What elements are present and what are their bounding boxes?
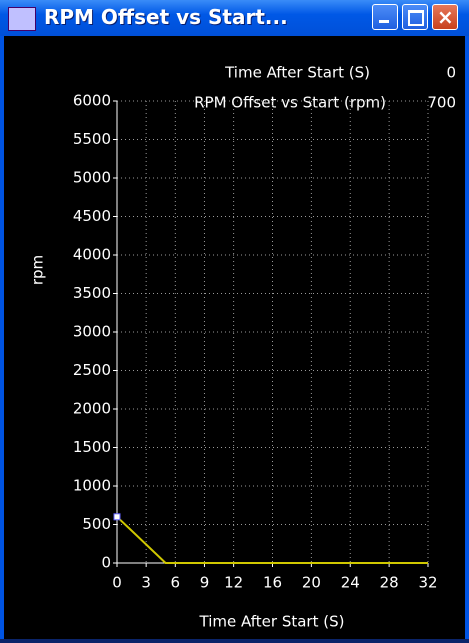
y-tick-label: 1500 xyxy=(73,438,111,456)
x-tick-label: 12 xyxy=(224,574,243,592)
content: Time After Start (S) 0 RPM Offset vs Sta… xyxy=(4,36,465,639)
data-line xyxy=(116,516,428,564)
y-tick-label: 2500 xyxy=(73,361,111,379)
minimize-button[interactable] xyxy=(372,4,398,30)
close-button[interactable]: × xyxy=(432,4,458,30)
readout-value: 700 xyxy=(427,94,456,112)
y-tick-label: 4000 xyxy=(73,246,111,264)
x-tick-label: 6 xyxy=(171,574,181,592)
y-axis-label: rpm xyxy=(29,255,47,285)
window-title: RPM Offset vs Start... xyxy=(44,5,288,29)
y-tick-label: 3500 xyxy=(73,284,111,302)
title-bar: RPM Offset vs Start... × xyxy=(0,0,469,36)
x-tick-label: 16 xyxy=(263,574,282,592)
y-tick-label: 1000 xyxy=(73,477,111,495)
x-tick-label: 3 xyxy=(141,574,151,592)
readout-value: 0 xyxy=(446,64,456,82)
app-icon xyxy=(8,7,36,31)
cursor-marker xyxy=(113,513,121,521)
maximize-button[interactable] xyxy=(402,4,428,30)
x-tick-label: 24 xyxy=(341,574,360,592)
y-tick-label: 500 xyxy=(82,515,111,533)
x-axis-label: Time After Start (S) xyxy=(199,613,345,631)
x-tick-label: 0 xyxy=(112,574,122,592)
y-tick-label: 5500 xyxy=(73,130,111,148)
chart: Time After Start (S) 0 RPM Offset vs Sta… xyxy=(29,64,457,631)
readout-label: RPM Offset vs Start (rpm) xyxy=(194,94,386,112)
x-tick-label: 28 xyxy=(380,574,399,592)
y-tick-label: 2000 xyxy=(73,400,111,418)
y-tick-label: 4500 xyxy=(73,207,111,225)
y-tick-label: 5000 xyxy=(73,169,111,187)
y-tick-label: 3000 xyxy=(73,323,111,341)
y-tick-label: 0 xyxy=(101,554,111,572)
x-tick-label: 20 xyxy=(302,574,321,592)
readout-label: Time After Start (S) xyxy=(224,64,370,82)
y-tick-label: 6000 xyxy=(73,92,111,110)
x-tick-label: 32 xyxy=(418,574,437,592)
x-tick-label: 9 xyxy=(200,574,210,592)
